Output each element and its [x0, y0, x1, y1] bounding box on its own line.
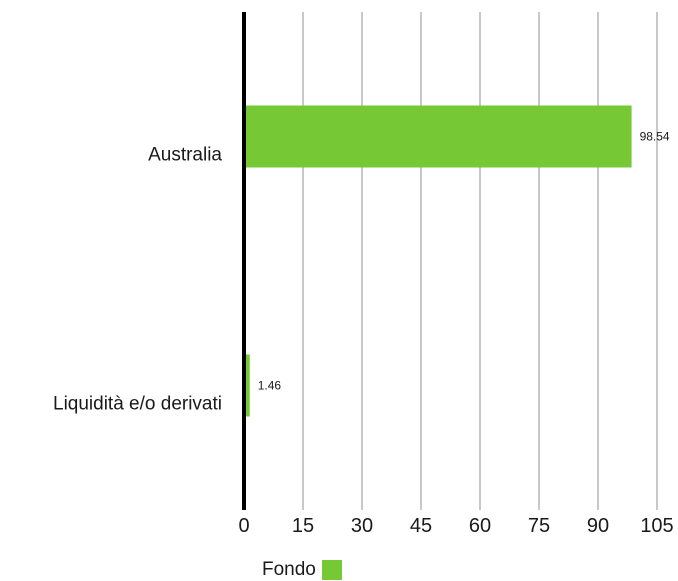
bar — [246, 354, 250, 417]
x-tick-label: 75 — [528, 515, 550, 537]
legend: Fondo — [262, 559, 342, 581]
category-labels: Australia Liquidità e/o derivati — [53, 145, 222, 415]
bar — [246, 105, 632, 168]
category-label: Liquidità e/o derivati — [53, 394, 222, 415]
x-tick-label: 90 — [587, 515, 609, 537]
category-label: Australia — [148, 145, 222, 166]
x-tick-labels: 0 15 30 45 60 75 90 105 — [238, 515, 673, 537]
legend-swatch — [321, 560, 342, 580]
x-tick-label: 60 — [469, 515, 491, 537]
data-label: 1.46 — [258, 379, 282, 393]
bars — [246, 105, 632, 417]
x-tick-label: 0 — [238, 515, 249, 537]
legend-label: Fondo — [262, 559, 316, 580]
x-tick-label: 15 — [292, 515, 314, 537]
x-tick-label: 45 — [410, 515, 432, 537]
x-tick-label: 30 — [351, 515, 373, 537]
data-label: 98.54 — [640, 130, 670, 144]
data-labels: 98.54 1.46 — [258, 130, 670, 393]
x-tick-label: 105 — [640, 515, 673, 537]
gridlines — [302, 12, 658, 510]
